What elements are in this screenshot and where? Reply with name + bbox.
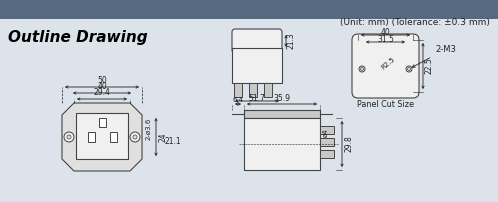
Text: Panel Cut Size: Panel Cut Size [357,100,414,109]
Bar [76,113,128,159]
Circle shape [407,67,410,70]
Bar [88,132,95,142]
Text: 24: 24 [158,132,167,142]
Bar [232,48,282,83]
Circle shape [133,135,137,139]
Bar [244,110,320,118]
Bar [320,126,334,134]
Text: 6.4: 6.4 [233,97,244,103]
Circle shape [67,135,71,139]
Polygon shape [62,103,142,171]
Bar [320,138,334,146]
Text: R2.5: R2.5 [380,56,396,71]
Text: ø4: ø4 [323,128,329,137]
Text: 22.5: 22.5 [425,58,434,74]
Text: 21.3: 21.3 [287,33,296,49]
Text: 21.1: 21.1 [164,137,181,145]
Text: 35.9: 35.9 [273,94,290,103]
Bar [1,1,497,15]
FancyBboxPatch shape [352,34,419,98]
Text: 50: 50 [97,76,107,85]
Bar [99,118,106,127]
Bar [320,150,334,158]
Circle shape [406,66,412,72]
Bar [234,83,242,97]
Text: 51.7: 51.7 [249,94,265,103]
Text: 40: 40 [380,28,390,37]
Text: 40: 40 [97,82,107,91]
Bar [264,83,272,97]
Bar [249,83,257,97]
FancyBboxPatch shape [0,0,498,19]
Text: 29.8: 29.8 [344,136,353,152]
Text: (Unit: mm) (Tolerance: ±0.3 mm): (Unit: mm) (Tolerance: ±0.3 mm) [340,18,490,27]
Text: Outline Drawing: Outline Drawing [8,30,147,45]
Circle shape [130,132,140,142]
FancyBboxPatch shape [232,29,282,53]
Text: 2-ø3.6: 2-ø3.6 [145,118,151,140]
Text: 2-M3: 2-M3 [412,45,456,67]
Circle shape [359,66,365,72]
Circle shape [64,132,74,142]
Circle shape [361,67,364,70]
Bar [244,118,320,170]
Text: 31.5: 31.5 [377,35,394,44]
Text: 29.4: 29.4 [94,88,111,97]
Bar [110,132,117,142]
